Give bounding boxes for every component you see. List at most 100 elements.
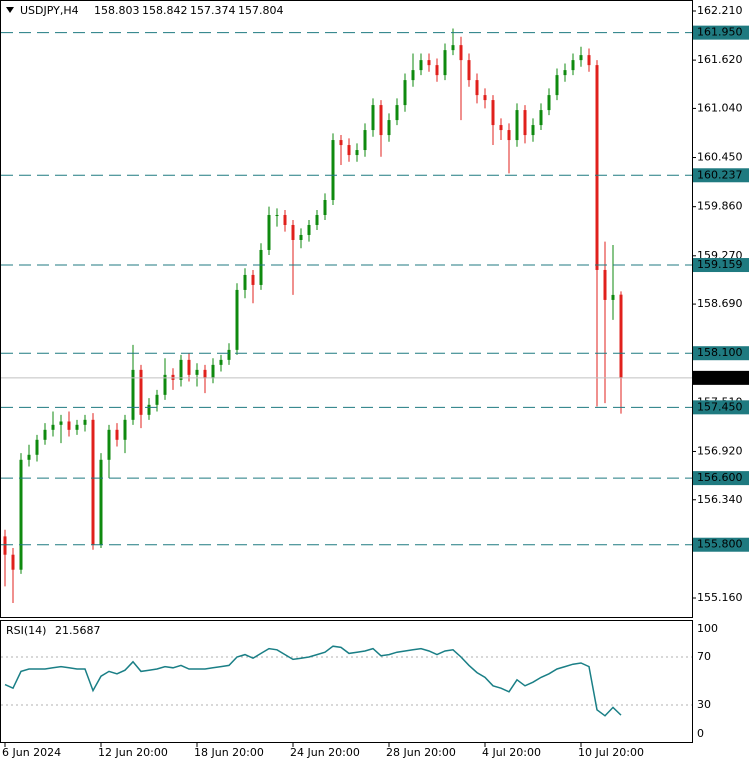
candle-body xyxy=(323,200,327,215)
candle-body xyxy=(427,60,431,66)
candle-body xyxy=(123,419,127,440)
candle-body xyxy=(411,70,415,81)
level-label-box xyxy=(693,471,749,486)
candle-body xyxy=(147,404,151,415)
candle-body xyxy=(195,369,199,375)
candle-body xyxy=(163,374,167,395)
candle-body xyxy=(491,100,495,126)
y-tick-label: 30 xyxy=(697,698,711,711)
candle-body xyxy=(83,419,87,425)
candle-body xyxy=(251,274,255,285)
candle-body xyxy=(355,150,359,156)
x-tick-label: 28 Jun 20:00 xyxy=(386,746,456,759)
candle-body xyxy=(451,45,455,51)
candle-body xyxy=(19,459,23,570)
menu-arrow[interactable] xyxy=(6,7,14,13)
rsi-line xyxy=(4,645,622,717)
rsi-value: 21.5687 xyxy=(55,624,101,637)
y-tick-label: 156.920 xyxy=(697,444,743,457)
level-label-box xyxy=(693,346,749,361)
candle-body xyxy=(91,419,95,545)
candle-body xyxy=(563,70,567,76)
candle-body xyxy=(155,394,159,405)
candle-body xyxy=(315,214,319,225)
x-tick-label: 12 Jun 20:00 xyxy=(98,746,168,759)
candle-body xyxy=(507,130,511,141)
header-close: 157.804 xyxy=(238,4,284,17)
candle-body xyxy=(515,110,519,141)
rsi-title: RSI(14) xyxy=(6,624,46,637)
candle-body xyxy=(339,140,343,146)
candle-body xyxy=(203,369,207,379)
candle-body xyxy=(547,95,551,111)
candle-body xyxy=(107,429,111,460)
candle-body xyxy=(403,80,407,106)
candle-body xyxy=(291,224,295,240)
candle-body xyxy=(595,65,599,270)
y-tick-label: 162.210 xyxy=(697,4,743,17)
candle-body xyxy=(211,364,215,379)
candle-body xyxy=(139,369,143,415)
candle-body xyxy=(67,421,71,430)
candle-body xyxy=(219,359,223,365)
level-label-box xyxy=(693,168,749,183)
candle-body xyxy=(579,55,583,61)
candle-body xyxy=(43,429,47,440)
candle-body xyxy=(603,269,607,300)
candle-body xyxy=(459,45,463,61)
candle-body xyxy=(307,224,311,235)
candle-body xyxy=(267,214,271,250)
level-label-box xyxy=(693,537,749,552)
main-frame xyxy=(0,0,693,618)
candle-body xyxy=(475,80,479,96)
candle-body xyxy=(179,359,183,380)
rsi-frame xyxy=(0,620,693,743)
candle-body xyxy=(99,459,103,545)
symbol-title: USDJPY,H4 xyxy=(20,4,79,17)
y-tick-label: 0 xyxy=(697,727,704,740)
level-label: 161.950 xyxy=(697,26,743,39)
candle-body xyxy=(619,294,623,378)
candle-body xyxy=(555,75,559,96)
y-tick-label: 160.450 xyxy=(697,151,743,164)
candle-body xyxy=(227,349,231,360)
candle-body xyxy=(483,95,487,101)
level-label: 160.237 xyxy=(697,168,743,181)
candle-body xyxy=(11,554,15,570)
candle-body xyxy=(187,359,191,375)
candle-body xyxy=(611,294,615,300)
candle-body xyxy=(51,424,55,430)
level-label: 155.800 xyxy=(697,538,743,551)
candle-body xyxy=(3,536,7,555)
candle-body xyxy=(379,105,383,136)
y-tick-label: 100 xyxy=(697,622,718,635)
candle-body xyxy=(235,289,239,350)
header-open: 158.803 xyxy=(94,4,140,17)
x-tick-label: 4 Jul 20:00 xyxy=(482,746,541,759)
level-label: 156.600 xyxy=(697,471,743,484)
candle-body xyxy=(35,439,39,455)
candle-body xyxy=(259,249,263,285)
level-label: 158.100 xyxy=(697,346,743,359)
candle-body xyxy=(131,369,135,420)
candle-body xyxy=(539,110,543,126)
level-label-box xyxy=(693,25,749,40)
level-label-box xyxy=(693,258,749,273)
candle-body xyxy=(443,50,447,76)
candle-body xyxy=(299,234,303,240)
y-tick-label: 161.620 xyxy=(697,53,743,66)
y-tick-label: 70 xyxy=(697,650,711,663)
candle-body xyxy=(331,140,335,201)
y-tick-label: 161.040 xyxy=(697,101,743,114)
candle-body xyxy=(467,60,471,81)
candle-body xyxy=(587,55,591,66)
candle-body xyxy=(435,65,439,76)
level-label: 157.450 xyxy=(697,400,743,413)
candle-body xyxy=(275,214,279,216)
candle-body xyxy=(283,214,287,225)
y-tick-label: 159.860 xyxy=(697,200,743,213)
candle-body xyxy=(571,60,575,71)
x-tick-label: 6 Jun 2024 xyxy=(2,746,61,759)
header-high: 158.842 xyxy=(142,4,188,17)
